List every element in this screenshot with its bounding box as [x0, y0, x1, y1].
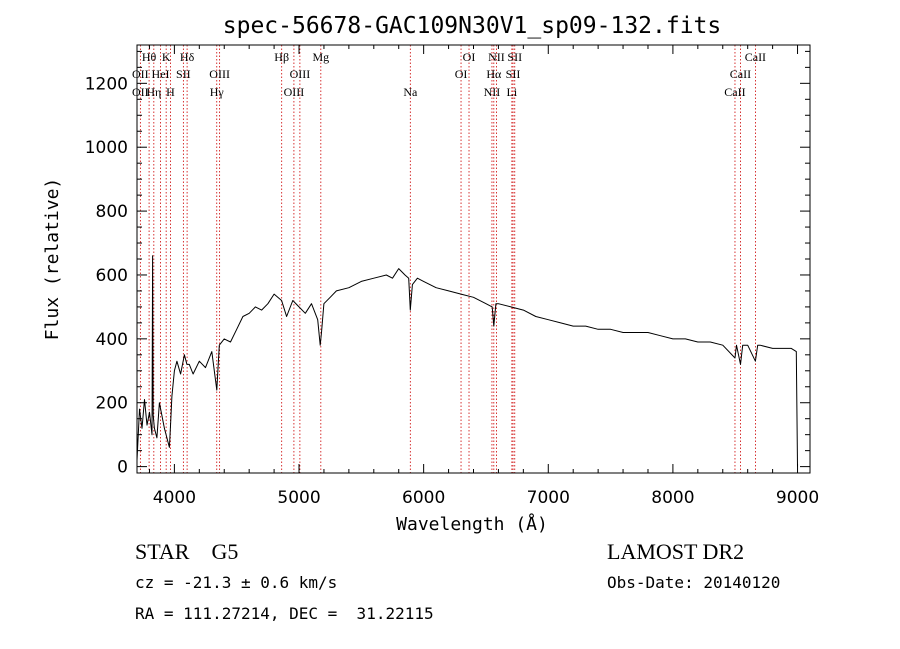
line-label: H [166, 85, 175, 99]
y-tick-label: 1000 [85, 138, 128, 158]
plot-frame [136, 44, 811, 474]
line-label: Na [403, 85, 418, 99]
y-axis-label: Flux (relative) [42, 178, 63, 341]
line-label: Mg [312, 50, 329, 64]
x-axis-label: Wavelength (Å) [396, 513, 548, 535]
chart-title: spec-56678-GAC109N30V1_sp09-132.fits [223, 13, 722, 39]
coordinates-info: RA = 111.27214, DEC = 31.22115 [135, 604, 434, 623]
x-tick-label: 7000 [527, 488, 570, 508]
line-label: Li [507, 85, 518, 99]
line-label: Hγ [210, 85, 225, 99]
line-label: OI [463, 50, 476, 64]
x-tick-label: 6000 [402, 488, 445, 508]
x-tick-label: 4000 [153, 488, 196, 508]
line-label: SII [506, 67, 521, 81]
line-label: NII [488, 50, 505, 64]
y-tick-label: 600 [96, 266, 128, 286]
x-tick-label: 8000 [651, 488, 694, 508]
y-tick-label: 200 [96, 394, 128, 414]
line-label: Hδ [180, 50, 195, 64]
spectral-line-markers [139, 45, 756, 473]
line-label: Hη [146, 85, 161, 99]
y-axis: 0 200 400 600 800 1000 1200 [85, 50, 810, 478]
line-label: CaII [745, 50, 766, 64]
line-label: OII [132, 85, 149, 99]
line-label: OIII [290, 67, 311, 81]
x-tick-label: 5000 [277, 488, 320, 508]
observation-date: Obs-Date: 20140120 [607, 573, 781, 592]
spectral-line-labels: HθOIIOIIHηKHeIHSIIHδOIIIHγHβOIIIOIIIMgNa… [132, 50, 766, 99]
line-label: Hβ [274, 50, 289, 64]
line-label: NII [484, 85, 501, 99]
survey-name: LAMOST DR2 [607, 539, 745, 564]
object-class: STAR G5 [135, 539, 239, 564]
line-label: K [162, 50, 171, 64]
y-tick-label: 400 [96, 330, 128, 350]
y-tick-label: 1200 [85, 74, 128, 94]
line-label: Hα [486, 67, 502, 81]
y-tick-label: 800 [96, 202, 128, 222]
redshift-info: cz = -21.3 ± 0.6 km/s [135, 573, 338, 592]
line-label: OII [132, 67, 149, 81]
line-label: OIII [284, 85, 305, 99]
y-tick-label: 0 [117, 458, 128, 478]
x-axis: 4000 5000 6000 7000 8000 9000 [148, 45, 819, 508]
spectrum-line [136, 255, 798, 467]
line-label: Hθ [142, 50, 157, 64]
spectrum-chart: spec-56678-GAC109N30V1_sp09-132.fits Hθ O… [42, 13, 819, 535]
line-label: CaII [724, 85, 745, 99]
line-label: SII [507, 50, 522, 64]
line-label: HeI [152, 67, 170, 81]
line-label: SII [176, 67, 191, 81]
line-label: CaII [730, 67, 751, 81]
line-label: OI [455, 67, 468, 81]
x-tick-label: 9000 [776, 488, 819, 508]
line-label: OIII [209, 67, 230, 81]
